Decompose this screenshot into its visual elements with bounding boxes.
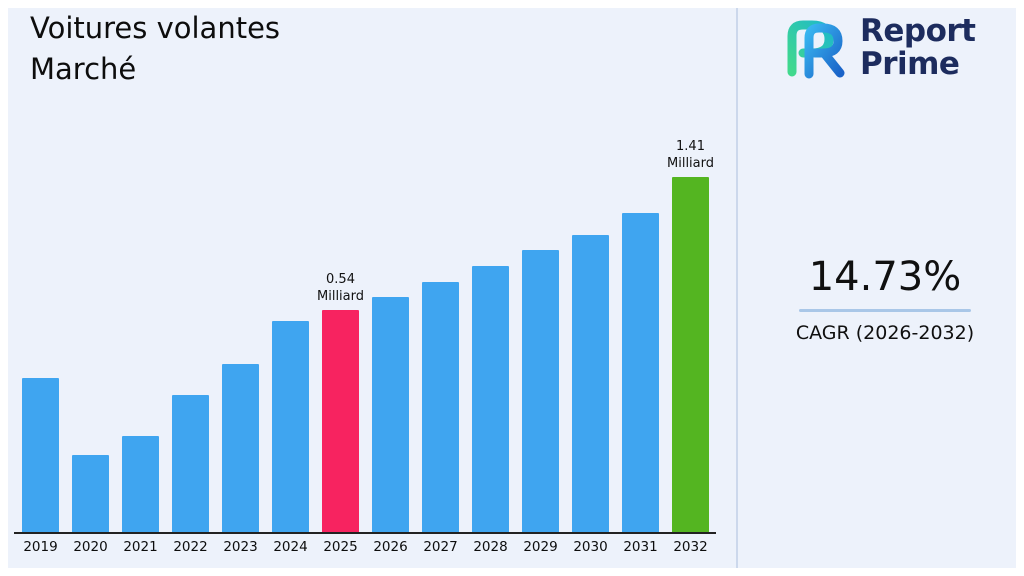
bar-2019 bbox=[22, 378, 59, 533]
bar-column-2030 bbox=[572, 173, 609, 533]
bar-column-2028 bbox=[472, 173, 509, 533]
report-prime-logo-icon bbox=[787, 20, 845, 79]
bar-2031 bbox=[622, 213, 659, 533]
bar-2024 bbox=[272, 321, 309, 533]
bar-column-2025: 0.54 Milliard bbox=[317, 173, 364, 533]
cagr-block: 14.73% CAGR (2026-2032) bbox=[762, 254, 1008, 344]
x-axis-label-2019: 2019 bbox=[23, 539, 58, 555]
chart-plot-area: 0.54 Milliard 1.41 Milliard bbox=[22, 139, 714, 533]
bar-column-2029 bbox=[522, 173, 559, 533]
x-axis-label-2031: 2031 bbox=[623, 539, 658, 555]
page-title-line1: Voitures volantes bbox=[30, 11, 281, 45]
page-title: Voitures volantes Marché bbox=[30, 8, 280, 90]
bar-column-2021 bbox=[122, 173, 159, 533]
cagr-value: 14.73% bbox=[808, 254, 962, 300]
brand-name: Report Prime bbox=[860, 15, 976, 81]
bar-2022 bbox=[172, 395, 209, 533]
x-axis-label-2022: 2022 bbox=[173, 539, 208, 555]
page-title-line2: Marché bbox=[30, 52, 137, 86]
bar-2020 bbox=[72, 455, 109, 533]
x-axis-line bbox=[14, 532, 716, 534]
x-axis-label-2025: 2025 bbox=[323, 539, 358, 555]
bar-2025 bbox=[322, 310, 359, 533]
cagr-label: CAGR (2026-2032) bbox=[795, 322, 975, 344]
x-axis-label-2028: 2028 bbox=[473, 539, 508, 555]
vertical-divider bbox=[736, 8, 738, 568]
x-axis-label-2024: 2024 bbox=[273, 539, 308, 555]
x-axis-label-2029: 2029 bbox=[523, 539, 558, 555]
bar-column-2026 bbox=[372, 173, 409, 533]
bar-column-2031 bbox=[622, 173, 659, 533]
bar-column-2024 bbox=[272, 173, 309, 533]
x-axis-label-2027: 2027 bbox=[423, 539, 458, 555]
bar-column-2023 bbox=[222, 173, 259, 533]
bar-column-2022 bbox=[172, 173, 209, 533]
bar-2029 bbox=[522, 250, 559, 533]
brand-name-line2: Prime bbox=[860, 46, 960, 82]
brand-block: Report Prime bbox=[778, 12, 976, 84]
bar-column-2019 bbox=[22, 173, 59, 533]
bar-2023 bbox=[222, 364, 259, 533]
x-axis-label-2023: 2023 bbox=[223, 539, 258, 555]
x-axis-label-2030: 2030 bbox=[573, 539, 608, 555]
bar-column-2032: 1.41 Milliard bbox=[667, 139, 714, 533]
x-axis-label-2020: 2020 bbox=[73, 539, 108, 555]
bar-2027 bbox=[422, 282, 459, 533]
bar-2028 bbox=[472, 266, 509, 533]
bar-column-2027 bbox=[422, 173, 459, 533]
bar-2030 bbox=[572, 235, 609, 533]
bar-2021 bbox=[122, 436, 159, 533]
bar-2032 bbox=[672, 177, 709, 533]
bar-annotation-2032: 1.41 Milliard bbox=[667, 139, 714, 171]
cagr-underline bbox=[799, 309, 971, 312]
brand-name-line1: Report bbox=[860, 13, 976, 49]
bar-2026 bbox=[372, 297, 409, 533]
bar-column-2020 bbox=[72, 173, 109, 533]
x-axis-label-2021: 2021 bbox=[123, 539, 158, 555]
bar-annotation-2025: 0.54 Milliard bbox=[317, 272, 364, 304]
x-axis-label-2026: 2026 bbox=[373, 539, 408, 555]
x-axis-label-2032: 2032 bbox=[673, 539, 708, 555]
x-axis-labels: 2019 2020 2021 2022 2023 2024 2025 2026 2027 2028… bbox=[22, 539, 709, 555]
